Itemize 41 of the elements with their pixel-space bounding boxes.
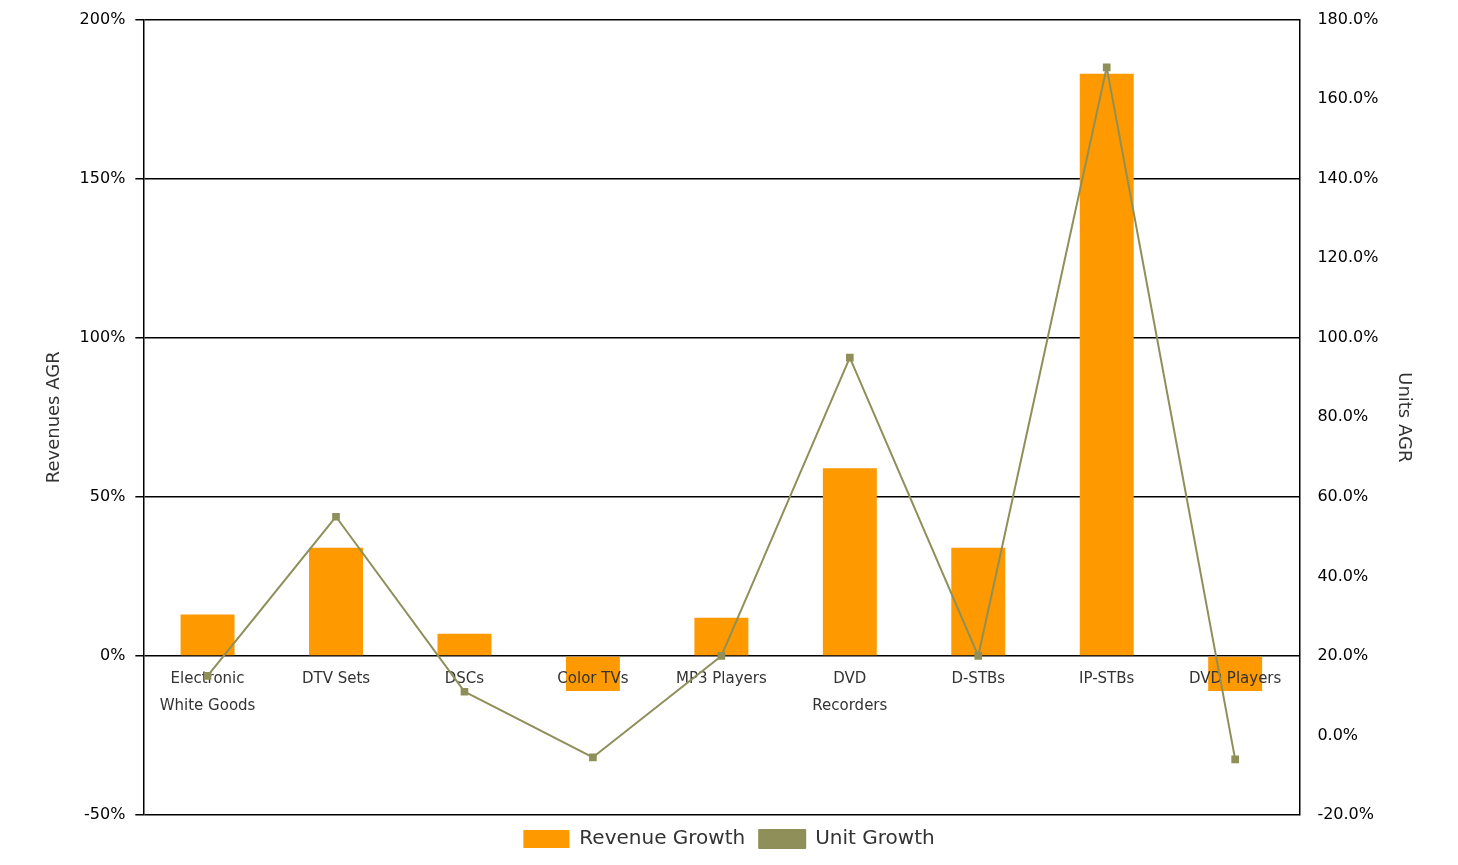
point bbox=[974, 652, 983, 660]
y2-tick-label: 120.0% bbox=[1317, 247, 1379, 267]
y2-tick-label: 20.0% bbox=[1317, 645, 1369, 665]
y2-tick-label: 160.0% bbox=[1317, 88, 1379, 108]
y-axis-title: Revenues AGR bbox=[42, 351, 64, 484]
legend-label: Revenue Growth bbox=[579, 825, 746, 850]
legend-label: Unit Growth bbox=[815, 825, 935, 850]
y-tick-label: 50% bbox=[89, 486, 126, 505]
point bbox=[332, 512, 340, 521]
y2-tick-label: -20.0% bbox=[1317, 804, 1374, 824]
y2-tick-label: 140.0% bbox=[1317, 167, 1379, 187]
x-tick-label: DTV Sets bbox=[301, 669, 371, 688]
point bbox=[845, 353, 854, 362]
y2-tick-label: 60.0% bbox=[1317, 486, 1369, 505]
y-tick-label: 0% bbox=[99, 645, 126, 665]
y-tick-label: 100% bbox=[79, 326, 126, 346]
y-tick-label: -50% bbox=[84, 804, 126, 824]
x-tick-label: DVD Recorders bbox=[812, 669, 888, 715]
bar bbox=[694, 617, 749, 656]
y2-tick-label: 40.0% bbox=[1317, 565, 1369, 585]
point bbox=[460, 687, 469, 696]
x-tick-label: Electronic White Goods bbox=[159, 669, 256, 715]
point bbox=[1231, 755, 1239, 764]
y2-tick-label: 180.0% bbox=[1317, 8, 1379, 28]
y-tick-label: 150% bbox=[79, 167, 126, 187]
bar bbox=[437, 633, 492, 656]
bar bbox=[822, 468, 877, 656]
y2-tick-label: 80.0% bbox=[1317, 406, 1369, 426]
point bbox=[717, 652, 726, 660]
x-tick-label: D-STBs bbox=[951, 669, 1006, 688]
bar bbox=[1079, 73, 1134, 656]
point bbox=[589, 753, 597, 762]
y2-tick-label: 100.0% bbox=[1317, 326, 1379, 346]
y-tick-label: 200% bbox=[79, 8, 126, 28]
bar bbox=[951, 547, 1006, 656]
point bbox=[1102, 63, 1111, 72]
bar bbox=[180, 614, 235, 656]
bar bbox=[309, 547, 363, 656]
y2-axis-title: Units AGR bbox=[1394, 372, 1416, 463]
x-tick-label: IP-STBs bbox=[1079, 669, 1135, 688]
y2-tick-label: 0.0% bbox=[1317, 724, 1359, 744]
